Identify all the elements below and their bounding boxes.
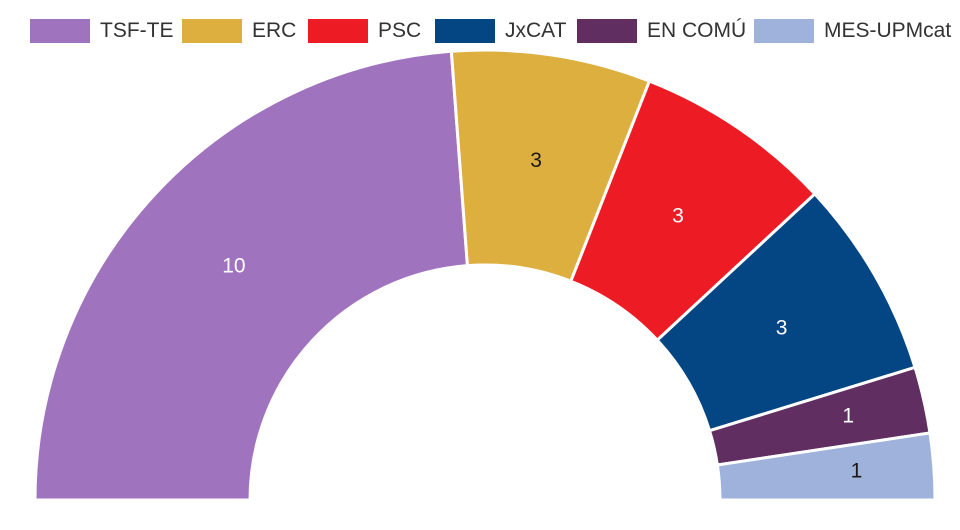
slice-label-psc: 3 [672,205,684,228]
legend-swatch-mes-upmcat [754,19,814,43]
legend-swatch-en-comu [577,19,637,43]
slice-tsf-te[interactable] [33,49,470,502]
legend-label-mes-upmcat: MES-UPMcat [824,19,952,42]
slice-label-en-comu: 1 [842,405,854,428]
chart-legend: TSF-TE ERC PSC JxCAT EN COMÚ MES-UPMcat [0,0,960,60]
legend-swatch-psc [308,19,368,43]
legend-label-erc: ERC [252,19,297,42]
legend-item-psc[interactable]: PSC [308,19,421,43]
legend-swatch-tsf-te [30,19,90,43]
legend-item-en-comu[interactable]: EN COMÚ [577,19,746,43]
legend-label-tsf-te: TSF-TE [100,19,174,42]
slice-label-mes-upmcat: 1 [851,460,863,483]
slice-label-tsf-te: 10 [222,255,245,278]
slice-label-jxcat: 3 [776,316,788,339]
slice-label-erc: 3 [530,149,542,172]
legend-item-erc[interactable]: ERC [182,19,296,43]
legend-item-jxcat[interactable]: JxCAT [435,19,566,43]
chart-baseline-mask [0,508,960,530]
legend-item-mes-upmcat[interactable]: MES-UPMcat [754,19,951,43]
legend-label-en-comu: EN COMÚ [647,19,747,42]
legend-label-jxcat: JxCAT [505,19,567,42]
legend-item-tsf-te[interactable]: TSF-TE [30,19,174,43]
legend-swatch-jxcat [435,19,495,43]
legend-label-psc: PSC [378,19,422,42]
slice-mes-upmcat[interactable] [715,431,937,502]
legend-swatch-erc [182,19,242,43]
